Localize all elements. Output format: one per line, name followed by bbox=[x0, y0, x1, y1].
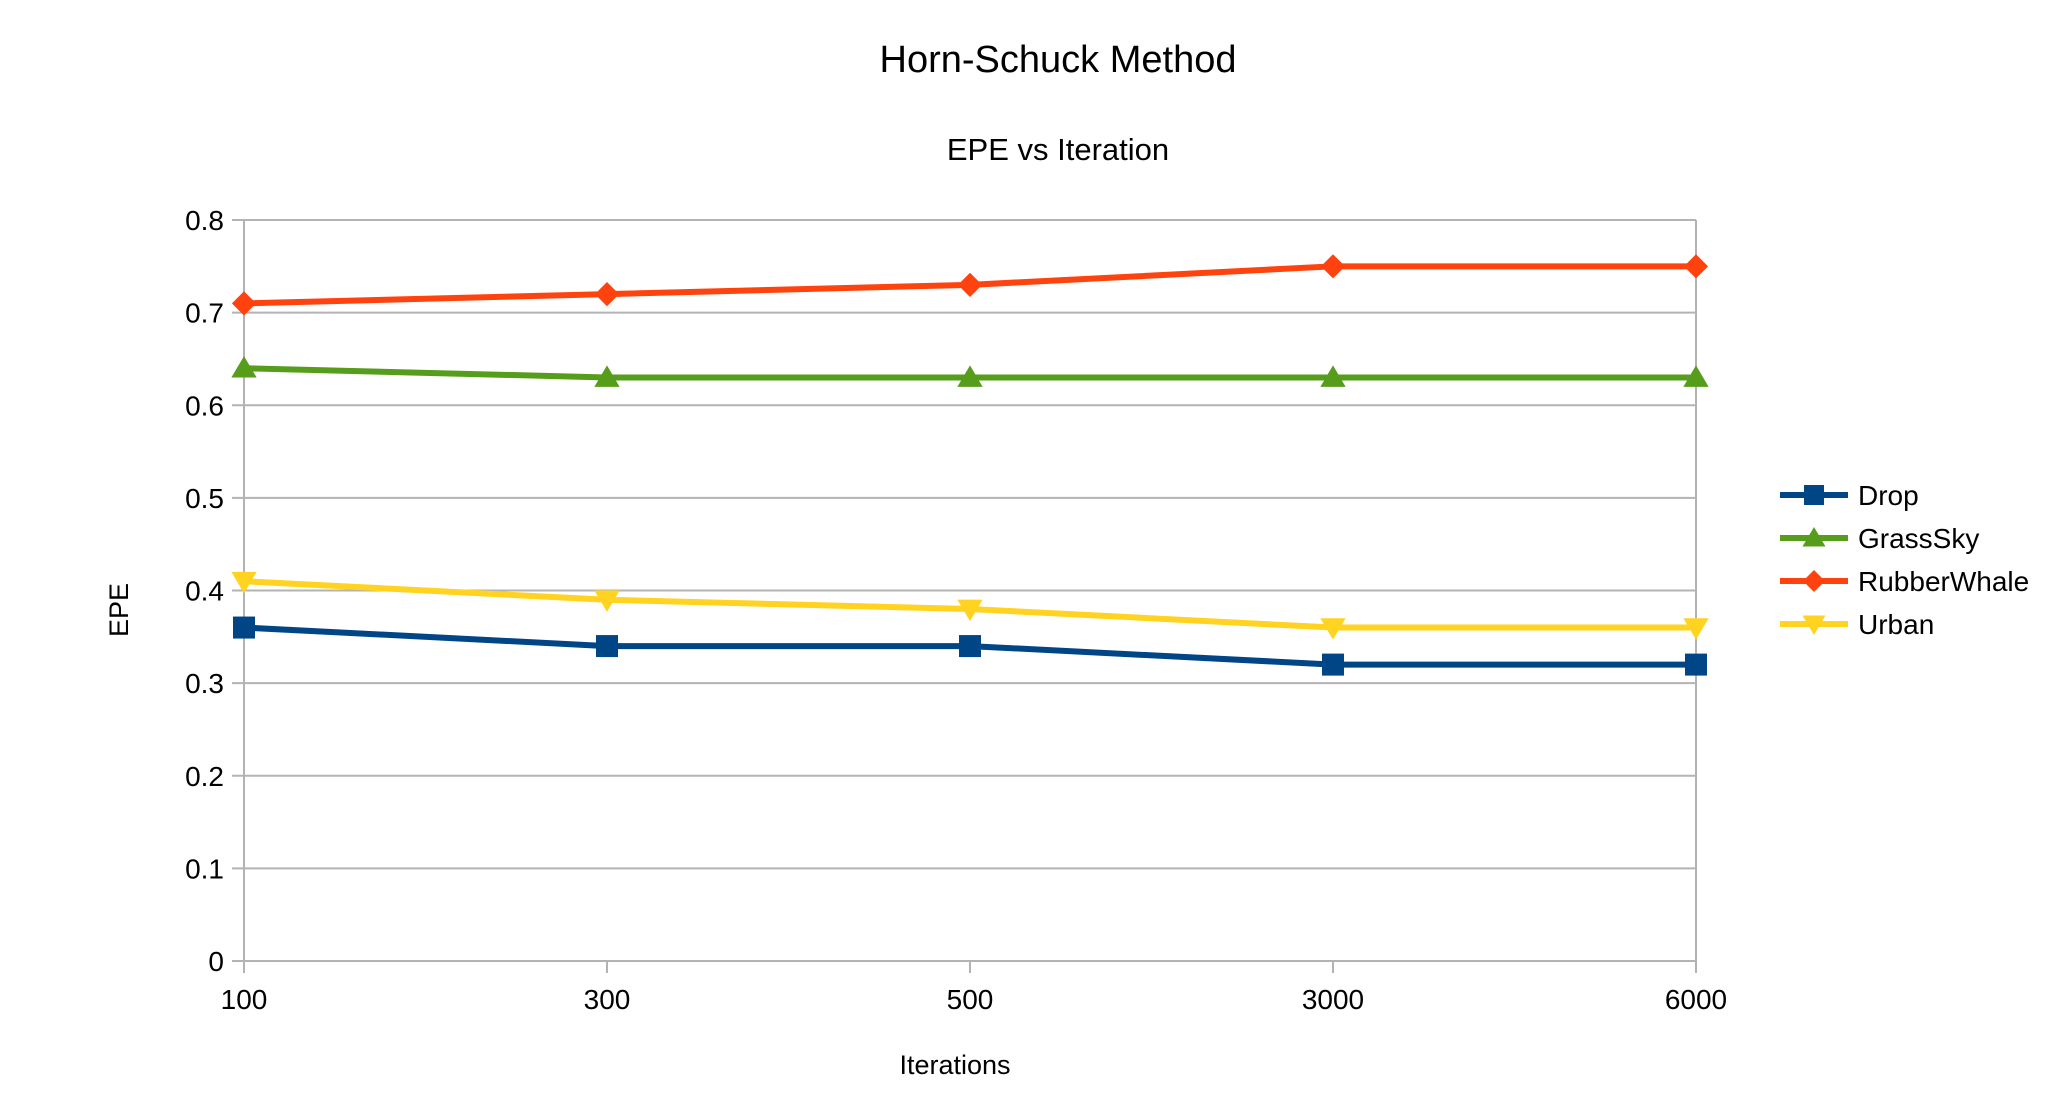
x-tick-label: 3000 bbox=[1302, 984, 1364, 1015]
data-point bbox=[594, 282, 620, 307]
y-tick-label: 0.4 bbox=[185, 576, 224, 607]
data-point bbox=[957, 272, 983, 297]
series-grasssky bbox=[231, 356, 1709, 387]
legend-label: Drop bbox=[1858, 480, 1919, 511]
data-point bbox=[594, 365, 620, 387]
x-axis-label: Iterations bbox=[899, 1050, 1010, 1080]
data-point bbox=[231, 356, 257, 378]
data-point bbox=[959, 635, 981, 658]
gridlines bbox=[244, 219, 1697, 962]
x-tick-label: 500 bbox=[947, 984, 994, 1015]
y-tick-labels: 0 0.1 0.2 0.3 0.4 0.5 0.6 0.7 0.8 bbox=[185, 205, 224, 977]
data-point bbox=[231, 571, 257, 594]
y-tick-label: 0 bbox=[208, 946, 224, 977]
y-tick-label: 0.7 bbox=[185, 298, 224, 329]
legend-item: Urban bbox=[1780, 609, 1934, 640]
series-drop bbox=[233, 616, 1707, 676]
y-tick-label: 0.6 bbox=[185, 390, 224, 421]
data-point bbox=[1683, 365, 1709, 387]
data-point bbox=[231, 291, 257, 316]
data-point bbox=[1320, 254, 1346, 279]
x-tick-label: 100 bbox=[221, 984, 268, 1015]
chart-subtitle: EPE vs Iteration bbox=[947, 132, 1169, 167]
series-urban bbox=[231, 571, 1709, 640]
data-point bbox=[1683, 254, 1709, 279]
x-tick-label: 300 bbox=[584, 984, 631, 1015]
chart-title: Horn-Schuck Method bbox=[880, 39, 1237, 81]
data-point bbox=[1683, 618, 1709, 640]
legend-item: GrassSky bbox=[1780, 523, 1979, 554]
legend-marker bbox=[1803, 570, 1825, 592]
legend-item: Drop bbox=[1780, 480, 1919, 511]
data-point bbox=[1685, 653, 1707, 676]
data-point bbox=[594, 590, 620, 612]
x-tick-labels: 100 300 500 3000 6000 bbox=[221, 984, 1728, 1015]
y-tick-label: 0.2 bbox=[185, 761, 224, 792]
y-tick-label: 0.3 bbox=[185, 668, 224, 699]
data-point bbox=[1320, 618, 1346, 640]
data-point bbox=[1322, 653, 1344, 676]
legend-label: RubberWhale bbox=[1858, 566, 2029, 597]
axes bbox=[232, 219, 1697, 973]
y-tick-label: 0.5 bbox=[185, 483, 224, 514]
legend-label: GrassSky bbox=[1858, 523, 1979, 554]
data-point bbox=[957, 365, 983, 387]
legend: Drop GrassSky RubberWhale Urban bbox=[1780, 480, 2029, 640]
y-tick-label: 0.1 bbox=[185, 853, 224, 884]
y-tick-label: 0.8 bbox=[185, 205, 224, 236]
data-point bbox=[1320, 365, 1346, 387]
x-tick-label: 6000 bbox=[1665, 984, 1727, 1015]
series-lines bbox=[231, 254, 1709, 676]
legend-marker bbox=[1802, 527, 1826, 547]
y-axis-label: EPE bbox=[104, 583, 134, 637]
data-point bbox=[596, 635, 618, 658]
legend-marker bbox=[1802, 615, 1826, 635]
legend-label: Urban bbox=[1858, 609, 1934, 640]
legend-marker bbox=[1804, 485, 1824, 505]
data-point bbox=[957, 599, 983, 622]
data-point bbox=[233, 616, 255, 639]
legend-item: RubberWhale bbox=[1780, 566, 2029, 597]
series-rubberwhale bbox=[231, 254, 1709, 316]
